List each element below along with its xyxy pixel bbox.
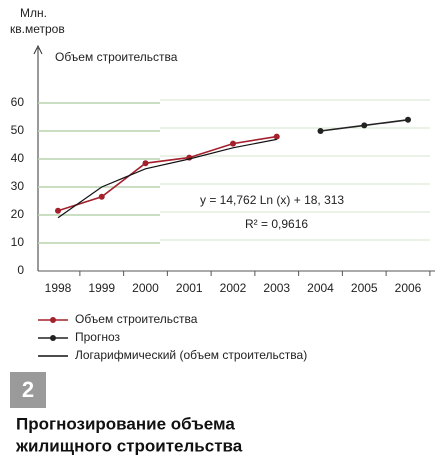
x-tick-label: 2004: [307, 281, 334, 295]
data-point: [142, 160, 149, 167]
x-tick-label: 1999: [88, 281, 115, 295]
badge-number: 2: [22, 377, 34, 402]
y-tick-label: 50: [11, 123, 25, 137]
data-point: [361, 122, 368, 129]
badge: [10, 372, 46, 408]
x-tick-label: 2006: [395, 281, 422, 295]
y-tick-label: 0: [17, 263, 24, 277]
x-tick-label: 2005: [351, 281, 378, 295]
data-point: [405, 116, 411, 123]
y-axis-label: Млн.: [20, 6, 47, 20]
legend-marker: [50, 317, 56, 323]
y-tick-label: 60: [11, 95, 25, 109]
legend-label: Прогноз: [75, 330, 121, 344]
y-tick-label: 20: [11, 207, 25, 221]
legend-label: Логарифмический (объем строительства): [75, 348, 307, 362]
y-tick-label: 30: [11, 179, 25, 193]
y-tick-label: 10: [11, 235, 25, 249]
data-point: [98, 193, 105, 200]
chart-title: Объем строительства: [55, 50, 178, 64]
x-tick-label: 2002: [220, 281, 247, 295]
y-tick-label: 40: [11, 151, 25, 165]
caption: жилищного строительства: [15, 436, 243, 455]
series-line: [57, 135, 277, 212]
series-line: [57, 138, 277, 219]
x-tick-label: 2001: [176, 281, 203, 295]
x-tick-label: 2003: [263, 281, 290, 295]
axis-arrow: [33, 44, 43, 55]
legend-marker: [50, 335, 56, 341]
annotation: y = 14,762 Ln (x) + 18, 313: [200, 193, 344, 207]
data-point: [55, 207, 61, 214]
annotation: R² = 0,9616: [245, 217, 308, 231]
caption: Прогнозирование объема: [16, 414, 235, 433]
data-point: [273, 133, 280, 140]
x-tick-label: 1998: [45, 281, 72, 295]
data-point: [317, 128, 324, 134]
y-axis-label: кв.метров: [10, 22, 65, 36]
legend-label: Объем строительства: [75, 312, 198, 326]
data-point: [230, 140, 236, 147]
x-tick-label: 2000: [132, 281, 159, 295]
